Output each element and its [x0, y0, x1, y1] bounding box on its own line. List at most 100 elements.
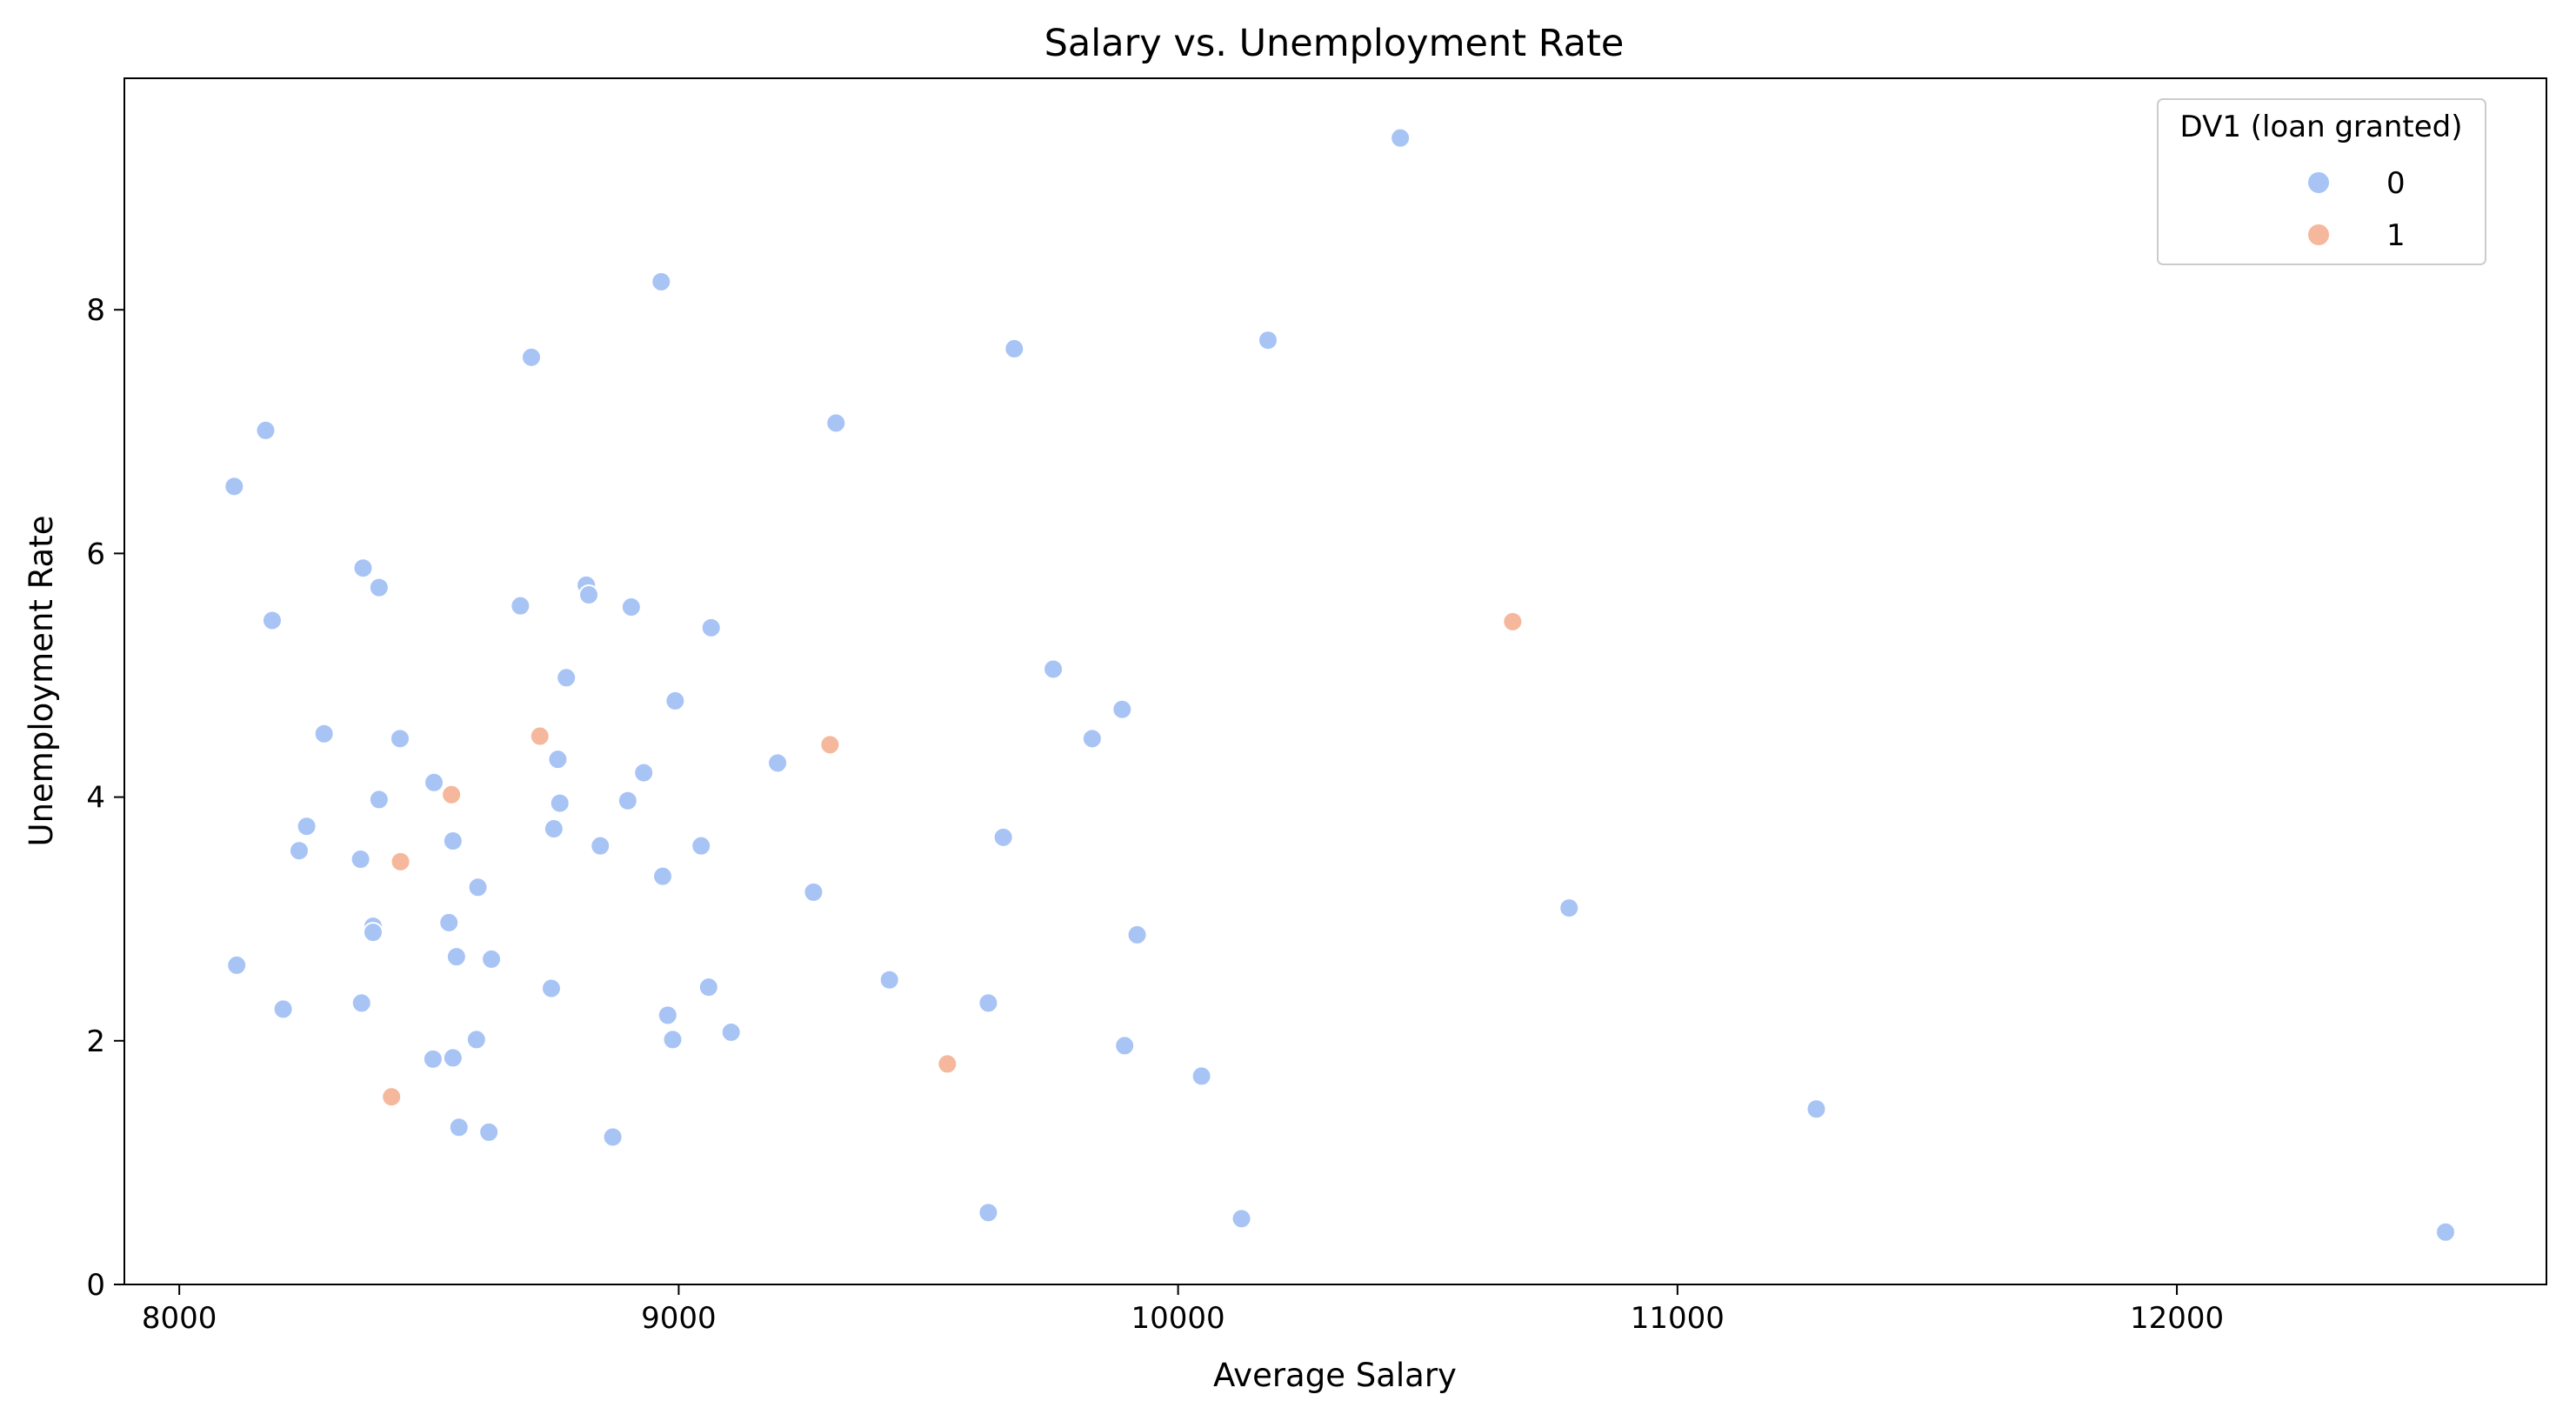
y-axis-ticks: 0 2 4 6 8: [86, 293, 124, 1303]
data-point-dv1-0: [272, 998, 294, 1020]
data-point-dv1-0: [697, 977, 719, 998]
data-point-dv1-0: [1111, 698, 1133, 720]
data-point-dv1-0: [448, 1117, 470, 1138]
y-axis-label: Unemployment Rate: [23, 515, 60, 846]
points-layer: [224, 127, 2457, 1243]
x-axis-label: Average Salary: [1213, 1357, 1457, 1394]
data-point-dv1-0: [368, 789, 390, 811]
data-point-dv1-0: [1114, 1035, 1136, 1057]
data-point-dv1-0: [556, 667, 577, 689]
data-point-dv1-0: [1191, 1065, 1212, 1087]
x-tick-label: 9000: [641, 1301, 717, 1336]
data-point-dv1-0: [1231, 1208, 1252, 1230]
data-point-dv1-1: [381, 1086, 403, 1108]
x-tick-label: 12000: [2130, 1301, 2224, 1336]
data-point-dv1-0: [652, 865, 674, 887]
data-point-dv1-0: [767, 752, 789, 774]
data-point-dv1-0: [620, 597, 642, 618]
data-point-dv1-0: [442, 1047, 464, 1069]
data-point-dv1-0: [313, 723, 335, 744]
legend-marker-0: [2306, 170, 2331, 195]
x-tick-label: 10000: [1131, 1301, 1225, 1336]
data-point-dv1-0: [368, 577, 390, 598]
data-point-dv1-0: [540, 977, 562, 999]
data-point-dv1-1: [441, 784, 463, 805]
data-point-dv1-0: [2435, 1221, 2457, 1243]
data-point-dv1-0: [288, 840, 310, 862]
data-point-dv1-0: [1257, 330, 1278, 351]
data-point-dv1-0: [720, 1021, 742, 1043]
data-point-dv1-1: [819, 734, 841, 756]
data-point-dv1-0: [1081, 728, 1103, 750]
data-point-dv1-0: [1558, 897, 1580, 919]
data-point-dv1-0: [422, 1048, 444, 1070]
x-tick-label: 11000: [1631, 1301, 1725, 1336]
data-point-dv1-0: [664, 690, 686, 711]
data-point-dv1-0: [978, 992, 999, 1014]
data-point-dv1-0: [226, 954, 248, 976]
data-point-dv1-1: [529, 725, 551, 747]
data-point-dv1-0: [662, 1029, 684, 1051]
data-point-dv1-0: [350, 849, 371, 871]
data-point-dv1-0: [224, 476, 245, 497]
data-point-dv1-0: [445, 946, 467, 968]
data-point-dv1-0: [389, 728, 410, 750]
data-point-dv1-0: [510, 595, 531, 617]
plot-area: [123, 77, 2547, 1285]
data-point-dv1-0: [352, 557, 374, 579]
data-point-dv1-0: [261, 610, 283, 631]
data-point-dv1-0: [617, 790, 638, 811]
data-point-dv1-0: [520, 346, 542, 368]
x-axis-ticks: 8000 9000 10000 11000 12000: [142, 1284, 2224, 1336]
data-point-dv1-1: [390, 851, 411, 872]
data-point-dv1-0: [1126, 924, 1148, 945]
data-point-dv1-0: [578, 584, 600, 606]
data-point-dv1-0: [362, 922, 384, 944]
data-point-dv1-0: [549, 792, 571, 814]
data-point-dv1-0: [825, 412, 847, 434]
data-point-dv1-0: [296, 816, 317, 837]
data-point-dv1-0: [602, 1126, 624, 1148]
data-point-dv1-0: [424, 771, 445, 793]
legend: DV1 (loan granted) 0 1: [2157, 98, 2486, 265]
data-point-dv1-0: [633, 762, 655, 784]
y-tick-label: 6: [86, 537, 105, 571]
data-point-dv1-0: [350, 992, 372, 1014]
y-tick-label: 0: [86, 1268, 105, 1303]
data-point-dv1-0: [255, 419, 277, 441]
legend-title: DV1 (loan granted): [2179, 110, 2462, 144]
data-point-dv1-0: [590, 835, 611, 857]
data-point-dv1-0: [1805, 1098, 1827, 1120]
data-point-dv1-0: [978, 1202, 999, 1224]
y-tick-label: 2: [86, 1024, 105, 1059]
data-point-dv1-0: [481, 948, 503, 970]
data-point-dv1-0: [543, 818, 564, 840]
legend-label-0: 0: [2386, 166, 2406, 201]
data-point-dv1-0: [803, 881, 824, 903]
y-tick-label: 4: [86, 781, 105, 816]
data-point-dv1-0: [1004, 338, 1025, 360]
data-point-dv1-0: [438, 911, 460, 933]
data-point-dv1-1: [937, 1053, 958, 1075]
data-point-dv1-0: [467, 877, 489, 898]
data-point-dv1-0: [442, 831, 464, 852]
legend-label-1: 1: [2386, 218, 2406, 253]
data-point-dv1-0: [1390, 127, 1411, 149]
data-point-dv1-0: [878, 969, 900, 991]
data-point-dv1-0: [478, 1121, 500, 1143]
data-point-dv1-0: [657, 1004, 678, 1026]
chart-title: Salary vs. Unemployment Rate: [1044, 22, 1625, 65]
x-tick-label: 8000: [142, 1301, 217, 1336]
data-point-dv1-0: [547, 749, 569, 771]
data-point-dv1-0: [691, 835, 712, 857]
data-point-dv1-0: [1043, 658, 1064, 680]
data-point-dv1-0: [992, 826, 1014, 848]
data-point-dv1-0: [700, 617, 722, 638]
data-point-dv1-0: [651, 270, 672, 292]
data-point-dv1-0: [465, 1029, 487, 1051]
y-tick-label: 8: [86, 293, 105, 328]
legend-marker-1: [2306, 223, 2331, 247]
data-point-dv1-1: [1502, 610, 1524, 632]
